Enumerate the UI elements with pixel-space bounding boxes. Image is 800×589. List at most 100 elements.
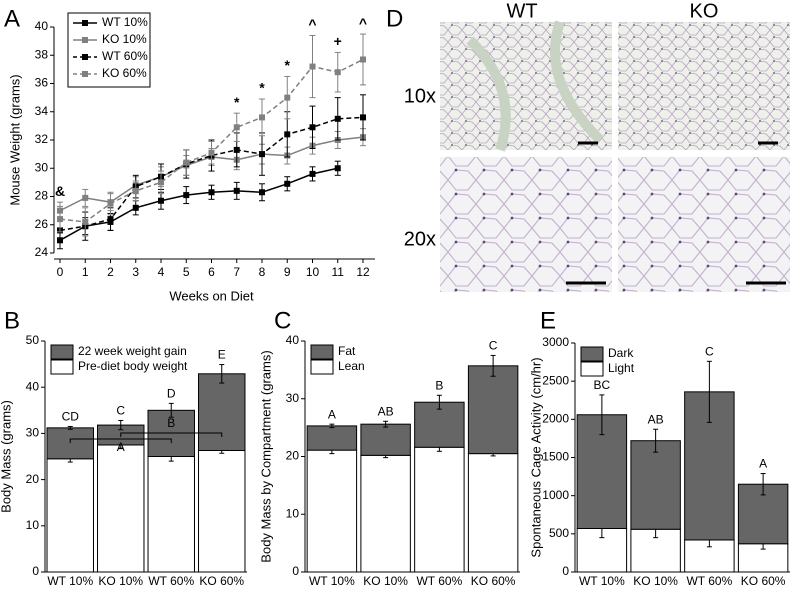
significance-letter: C xyxy=(116,404,125,418)
x-tick-label: WT 60% xyxy=(148,574,194,588)
panel-letter: C xyxy=(274,307,291,334)
panel-d: D WT KO 10x 20x xyxy=(386,0,790,292)
significance-letter: AB xyxy=(648,412,664,426)
column-label: WT xyxy=(506,0,537,22)
annotation: ^ xyxy=(308,16,316,32)
bar-segment xyxy=(46,458,94,573)
significance-letter: BC xyxy=(594,378,611,392)
marker xyxy=(309,63,316,70)
y-tick-label: 10 xyxy=(286,506,300,520)
significance-letter: CD xyxy=(62,410,80,424)
y-tick-label: 1000 xyxy=(542,488,569,502)
marker xyxy=(259,114,265,121)
y-tick-label: 0 xyxy=(562,564,569,578)
x-tick-label: 7 xyxy=(233,265,240,279)
marker xyxy=(208,149,215,156)
panel-letter: B xyxy=(4,307,20,334)
x-tick-label: KO 60% xyxy=(471,574,516,588)
y-axis-label: Body Mass (grams) xyxy=(0,400,13,513)
x-tick-label: 1 xyxy=(82,265,89,279)
bracket-label: A xyxy=(117,440,125,454)
y-tick-label: 30 xyxy=(26,426,40,440)
bar-segment xyxy=(360,454,411,573)
bar-segment xyxy=(467,453,519,573)
y-tick-label: 20 xyxy=(26,472,40,486)
y-tick-label: 26 xyxy=(35,217,49,231)
legend-label: Light xyxy=(608,361,635,375)
row-label: 20x xyxy=(404,228,436,250)
y-tick-label: 30 xyxy=(286,391,300,405)
y-axis-label: Body Mass by Compartment (grams) xyxy=(258,350,273,562)
significance-letter: C xyxy=(489,339,498,353)
y-tick-label: 30 xyxy=(35,160,49,174)
bar-segment xyxy=(306,425,358,451)
x-tick-label: 5 xyxy=(183,265,190,279)
annotation: * xyxy=(259,80,265,96)
annotation: + xyxy=(334,33,342,49)
panel-letter: D xyxy=(386,5,403,32)
tissue-septum xyxy=(466,20,604,152)
marker xyxy=(132,187,139,194)
marker xyxy=(82,218,89,225)
marker xyxy=(284,94,291,101)
panel-letter: E xyxy=(540,307,556,334)
marker xyxy=(309,170,316,177)
legend-marker xyxy=(82,37,88,43)
y-tick-label: 0 xyxy=(292,564,299,578)
y-tick-label: 28 xyxy=(35,189,49,203)
y-tick-label: 1500 xyxy=(542,450,569,464)
y-tick-label: 36 xyxy=(35,76,49,90)
bar-segment xyxy=(360,423,411,456)
legend-marker xyxy=(82,71,88,77)
y-tick-label: 2500 xyxy=(542,373,569,387)
marker xyxy=(233,124,240,131)
marker xyxy=(57,216,63,223)
y-tick-label: 20 xyxy=(286,449,300,463)
marker xyxy=(309,124,316,131)
annotation: * xyxy=(285,57,291,73)
x-axis-label: Weeks on Diet xyxy=(169,288,254,303)
histology-image xyxy=(618,22,790,150)
row-label: 10x xyxy=(404,85,436,107)
significance-letter: A xyxy=(759,457,767,471)
significance-letter: B xyxy=(435,378,443,392)
marker xyxy=(334,115,341,122)
marker xyxy=(183,192,190,199)
x-tick-label: KO 10% xyxy=(363,574,408,588)
series-line xyxy=(59,167,338,241)
bar-segment xyxy=(630,440,681,530)
x-tick-label: 11 xyxy=(332,265,345,279)
y-tick-label: 32 xyxy=(35,132,49,146)
significance-letter: AB xyxy=(378,404,394,418)
legend-label: KO 10% xyxy=(102,32,147,46)
legend-label: Pre-diet body weight xyxy=(78,359,188,373)
x-tick-label: 0 xyxy=(57,265,64,279)
legend-swatch xyxy=(310,344,334,360)
y-tick-label: 3000 xyxy=(542,335,569,349)
legend-swatch xyxy=(50,359,74,375)
column-label: KO xyxy=(690,0,719,22)
legend-label: 22 week weight gain xyxy=(78,344,187,358)
x-tick-label: KO 60% xyxy=(199,574,244,588)
panel-letter: A xyxy=(4,5,20,32)
marker xyxy=(259,189,265,196)
bar-segment xyxy=(306,449,358,573)
bar-segment xyxy=(147,456,195,573)
legend-swatch xyxy=(580,346,604,362)
x-tick-label: KO 10% xyxy=(633,574,678,588)
comparison-bracket xyxy=(69,438,172,443)
series-line xyxy=(59,116,364,232)
marker xyxy=(132,204,139,211)
legend-label: WT 60% xyxy=(102,49,148,63)
significance-letter: C xyxy=(705,344,714,358)
x-tick-label: 9 xyxy=(284,265,291,279)
legend-label: WT 10% xyxy=(102,15,148,29)
marker xyxy=(82,194,89,201)
x-tick-label: WT 10% xyxy=(47,574,93,588)
marker xyxy=(334,69,341,76)
marker xyxy=(158,197,164,204)
x-tick-label: 2 xyxy=(107,265,114,279)
y-tick-label: 34 xyxy=(35,104,49,118)
x-tick-label: 8 xyxy=(259,265,266,279)
